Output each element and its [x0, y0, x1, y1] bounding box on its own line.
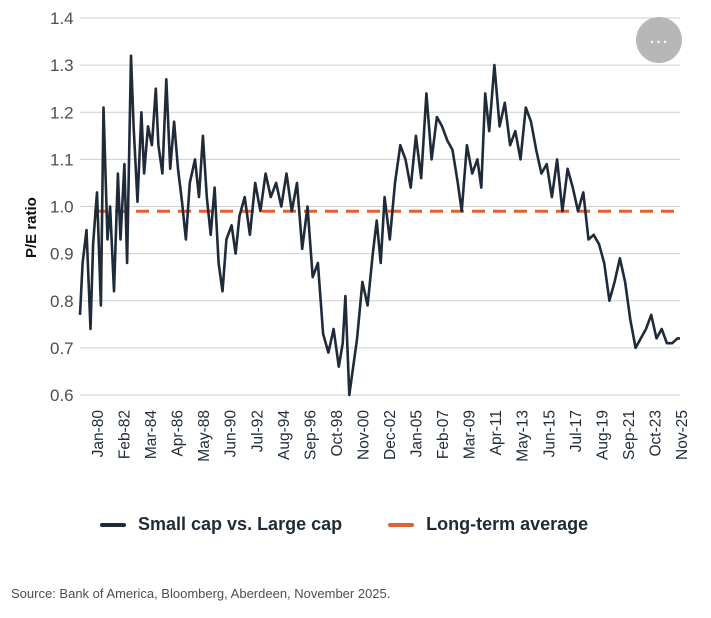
y-tick-label: 0.8	[50, 292, 74, 311]
x-tick-label: May-88	[196, 410, 213, 462]
legend-label-long-term-average: Long-term average	[426, 514, 589, 534]
x-tick-label: Jan-80	[90, 410, 107, 458]
legend-swatch-small-vs-large	[100, 522, 126, 527]
x-tick-label: Oct-23	[647, 410, 664, 457]
x-tick-label: May-13	[515, 410, 532, 462]
legend-item-long-term-average: Long-term average	[388, 514, 588, 535]
y-tick-label: 1.4	[50, 9, 74, 28]
x-tick-label: Mar-09	[462, 410, 479, 459]
x-tick-label: Aug-94	[276, 410, 293, 460]
x-tick-label: Feb-07	[435, 410, 452, 459]
grid-lines	[80, 17, 680, 396]
y-tick-label: 1.0	[50, 198, 74, 217]
legend-item-small-vs-large: Small cap vs. Large cap	[100, 514, 342, 535]
y-axis-label: P/E ratio	[23, 197, 40, 258]
x-tick-label: Sep-96	[302, 410, 319, 460]
x-axis-ticks: Jan-80 Feb-82 Mar-84 Apr-86 May-88 Jun-90 Jul-…	[90, 410, 691, 462]
small-vs-large-cap-line	[78, 54, 680, 397]
x-tick-label: Jul-92	[249, 410, 266, 452]
more-options-button[interactable]: ...	[636, 17, 682, 63]
x-tick-label: Aug-19	[594, 410, 611, 460]
x-tick-label: Apr-11	[488, 410, 505, 455]
x-tick-label: Oct-98	[329, 410, 346, 457]
y-tick-label: 0.6	[50, 386, 74, 405]
x-tick-label: Dec-02	[382, 410, 399, 460]
x-tick-label: Jul-17	[568, 410, 585, 452]
x-tick-label: Nov-25	[674, 410, 691, 460]
x-tick-label: Jan-05	[409, 410, 426, 457]
x-tick-label: Feb-82	[117, 410, 134, 459]
x-tick-label: Jun-15	[541, 410, 558, 457]
y-tick-label: 0.7	[50, 339, 74, 358]
x-tick-label: Nov-00	[355, 410, 372, 460]
y-tick-label: 1.2	[50, 103, 74, 122]
x-tick-label: Apr-86	[170, 410, 187, 457]
y-axis-ticks: 1.4 1.3 1.2 1.1 1.0 0.9 0.8 0.7 0.6	[50, 9, 74, 405]
source-note: Source: Bank of America, Bloomberg, Aber…	[11, 586, 391, 601]
y-tick-label: 1.1	[50, 150, 74, 169]
y-tick-label: 1.3	[50, 56, 74, 75]
x-tick-label: Jun-90	[223, 410, 240, 458]
legend-swatch-long-term-average	[388, 522, 415, 527]
x-tick-label: Sep-21	[621, 410, 638, 460]
legend-label-small-vs-large: Small cap vs. Large cap	[138, 514, 343, 534]
pe-ratio-chart: 1.4 1.3 1.2 1.1 1.0 0.9 0.8 0.7 0.6 Jan-80 Feb-82…	[23, 9, 691, 462]
chart-legend: Small cap vs. Large cap Long-term averag…	[100, 514, 588, 535]
y-tick-label: 0.9	[50, 245, 74, 264]
more-horizontal-icon: ...	[649, 26, 669, 48]
x-tick-label: Mar-84	[143, 410, 160, 459]
